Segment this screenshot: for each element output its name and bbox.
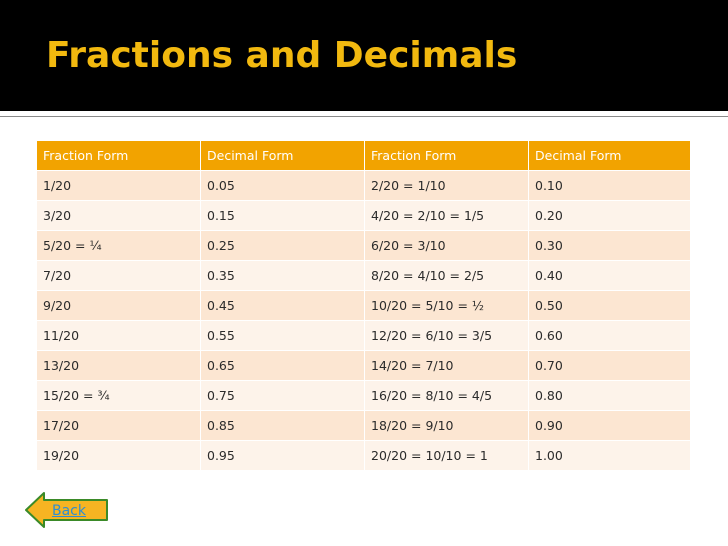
column-header: Decimal Form — [529, 141, 691, 171]
table-cell: 0.60 — [529, 321, 691, 351]
column-header: Fraction Form — [37, 141, 201, 171]
table-cell: 1.00 — [529, 441, 691, 471]
table-cell: 2/20 = 1/10 — [365, 171, 529, 201]
table-row: 5/20 = ¼ 0.25 6/20 = 3/10 0.30 — [37, 231, 691, 261]
table-cell: 0.85 — [201, 411, 365, 441]
table-cell: 16/20 = 8/10 = 4/5 — [365, 381, 529, 411]
title-bar: Fractions and Decimals — [0, 0, 728, 111]
table-cell: 0.25 — [201, 231, 365, 261]
table-cell: 0.35 — [201, 261, 365, 291]
page-title: Fractions and Decimals — [46, 35, 518, 76]
table-cell: 18/20 = 9/10 — [365, 411, 529, 441]
table-row: 19/20 0.95 20/20 = 10/10 = 1 1.00 — [37, 441, 691, 471]
table-cell: 0.10 — [529, 171, 691, 201]
table-header-row: Fraction Form Decimal Form Fraction Form… — [37, 141, 691, 171]
table-row: 1/20 0.05 2/20 = 1/10 0.10 — [37, 171, 691, 201]
table-cell: 0.50 — [529, 291, 691, 321]
table-cell: 0.15 — [201, 201, 365, 231]
table-cell: 0.80 — [529, 381, 691, 411]
back-button-label[interactable]: Back — [52, 503, 86, 519]
table-cell: 3/20 — [37, 201, 201, 231]
table-cell: 14/20 = 7/10 — [365, 351, 529, 381]
table-row: 15/20 = ¾ 0.75 16/20 = 8/10 = 4/5 0.80 — [37, 381, 691, 411]
table-cell: 6/20 = 3/10 — [365, 231, 529, 261]
column-header: Decimal Form — [201, 141, 365, 171]
table-cell: 11/20 — [37, 321, 201, 351]
table-row: 9/20 0.45 10/20 = 5/10 = ½ 0.50 — [37, 291, 691, 321]
table-cell: 0.20 — [529, 201, 691, 231]
table-cell: 20/20 = 10/10 = 1 — [365, 441, 529, 471]
table-cell: 0.40 — [529, 261, 691, 291]
table-cell: 0.45 — [201, 291, 365, 321]
table-cell: 0.30 — [529, 231, 691, 261]
back-button[interactable]: Back — [24, 492, 110, 528]
table-cell: 0.75 — [201, 381, 365, 411]
table-cell: 15/20 = ¾ — [37, 381, 201, 411]
table-cell: 0.70 — [529, 351, 691, 381]
table-cell: 1/20 — [37, 171, 201, 201]
table-cell: 12/20 = 6/10 = 3/5 — [365, 321, 529, 351]
fractions-table: Fraction Form Decimal Form Fraction Form… — [37, 141, 691, 471]
table-cell: 10/20 = 5/10 = ½ — [365, 291, 529, 321]
table-cell: 7/20 — [37, 261, 201, 291]
table-cell: 4/20 = 2/10 = 1/5 — [365, 201, 529, 231]
table-cell: 0.55 — [201, 321, 365, 351]
table-cell: 0.95 — [201, 441, 365, 471]
table-cell: 0.65 — [201, 351, 365, 381]
arrow-left-icon — [25, 492, 108, 528]
table-cell: 17/20 — [37, 411, 201, 441]
column-header: Fraction Form — [365, 141, 529, 171]
table-row: 17/20 0.85 18/20 = 9/10 0.90 — [37, 411, 691, 441]
table-row: 3/20 0.15 4/20 = 2/10 = 1/5 0.20 — [37, 201, 691, 231]
table-row: 13/20 0.65 14/20 = 7/10 0.70 — [37, 351, 691, 381]
table-cell: 0.90 — [529, 411, 691, 441]
table-row: 11/20 0.55 12/20 = 6/10 = 3/5 0.60 — [37, 321, 691, 351]
title-divider — [0, 116, 728, 117]
table-cell: 0.05 — [201, 171, 365, 201]
table-cell: 13/20 — [37, 351, 201, 381]
table-cell: 5/20 = ¼ — [37, 231, 201, 261]
table-row: 7/20 0.35 8/20 = 4/10 = 2/5 0.40 — [37, 261, 691, 291]
table-cell: 9/20 — [37, 291, 201, 321]
table-cell: 8/20 = 4/10 = 2/5 — [365, 261, 529, 291]
table-cell: 19/20 — [37, 441, 201, 471]
